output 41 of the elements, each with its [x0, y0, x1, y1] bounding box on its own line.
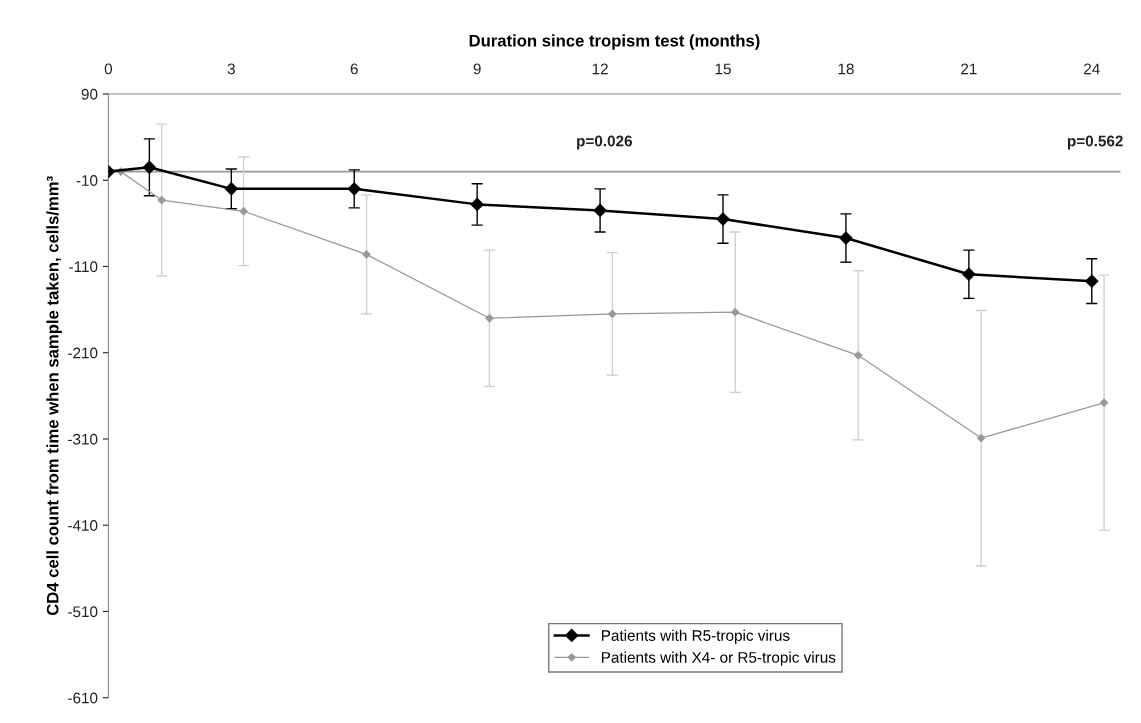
legend-label: Patients with X4- or R5-tropic virus	[601, 651, 836, 666]
legend-label: Patients with R5-tropic virus	[601, 629, 790, 644]
x-tick-label: 15	[715, 63, 731, 75]
y-axis-title: CD4 cell count from time when sample taken, cells/mm³	[46, 176, 62, 616]
y-tick-label: -310	[68, 433, 98, 445]
y-tick-label: -610	[68, 692, 98, 704]
point	[224, 182, 238, 196]
point	[347, 182, 361, 196]
x-tick-label: 12	[592, 63, 608, 75]
y-tick-label: -210	[68, 347, 98, 359]
point	[593, 203, 607, 218]
point	[239, 207, 248, 216]
point	[731, 308, 740, 317]
point	[854, 351, 863, 360]
y-tick-label: 90	[81, 88, 98, 100]
point	[716, 212, 730, 226]
point	[362, 250, 371, 259]
point	[470, 197, 484, 211]
y-tick-label: -10	[76, 175, 98, 186]
x-tick-label: 18	[838, 63, 854, 75]
annotation: p=0.026	[577, 135, 632, 150]
x-tick-label: 21	[961, 63, 977, 75]
x-tick-label: 0	[104, 63, 113, 75]
point	[142, 160, 156, 174]
point	[1099, 398, 1109, 407]
point	[157, 195, 166, 205]
y-tick-label: -510	[68, 606, 98, 618]
annotation: p=0.562	[1067, 135, 1123, 150]
point	[485, 314, 494, 323]
point	[608, 309, 617, 319]
x-tick-label: 24	[1084, 63, 1100, 75]
y-tick-label: -110	[69, 261, 98, 273]
point	[839, 231, 853, 245]
point	[977, 433, 986, 443]
point	[962, 267, 976, 281]
x-tick-label: 6	[350, 63, 358, 75]
x-tick-label: 9	[473, 63, 481, 75]
y-tick-label: -410	[68, 520, 98, 531]
x-tick-label: 3	[227, 63, 235, 75]
point	[1085, 274, 1099, 288]
x-axis-title: Duration since tropism test (months)	[469, 34, 760, 50]
